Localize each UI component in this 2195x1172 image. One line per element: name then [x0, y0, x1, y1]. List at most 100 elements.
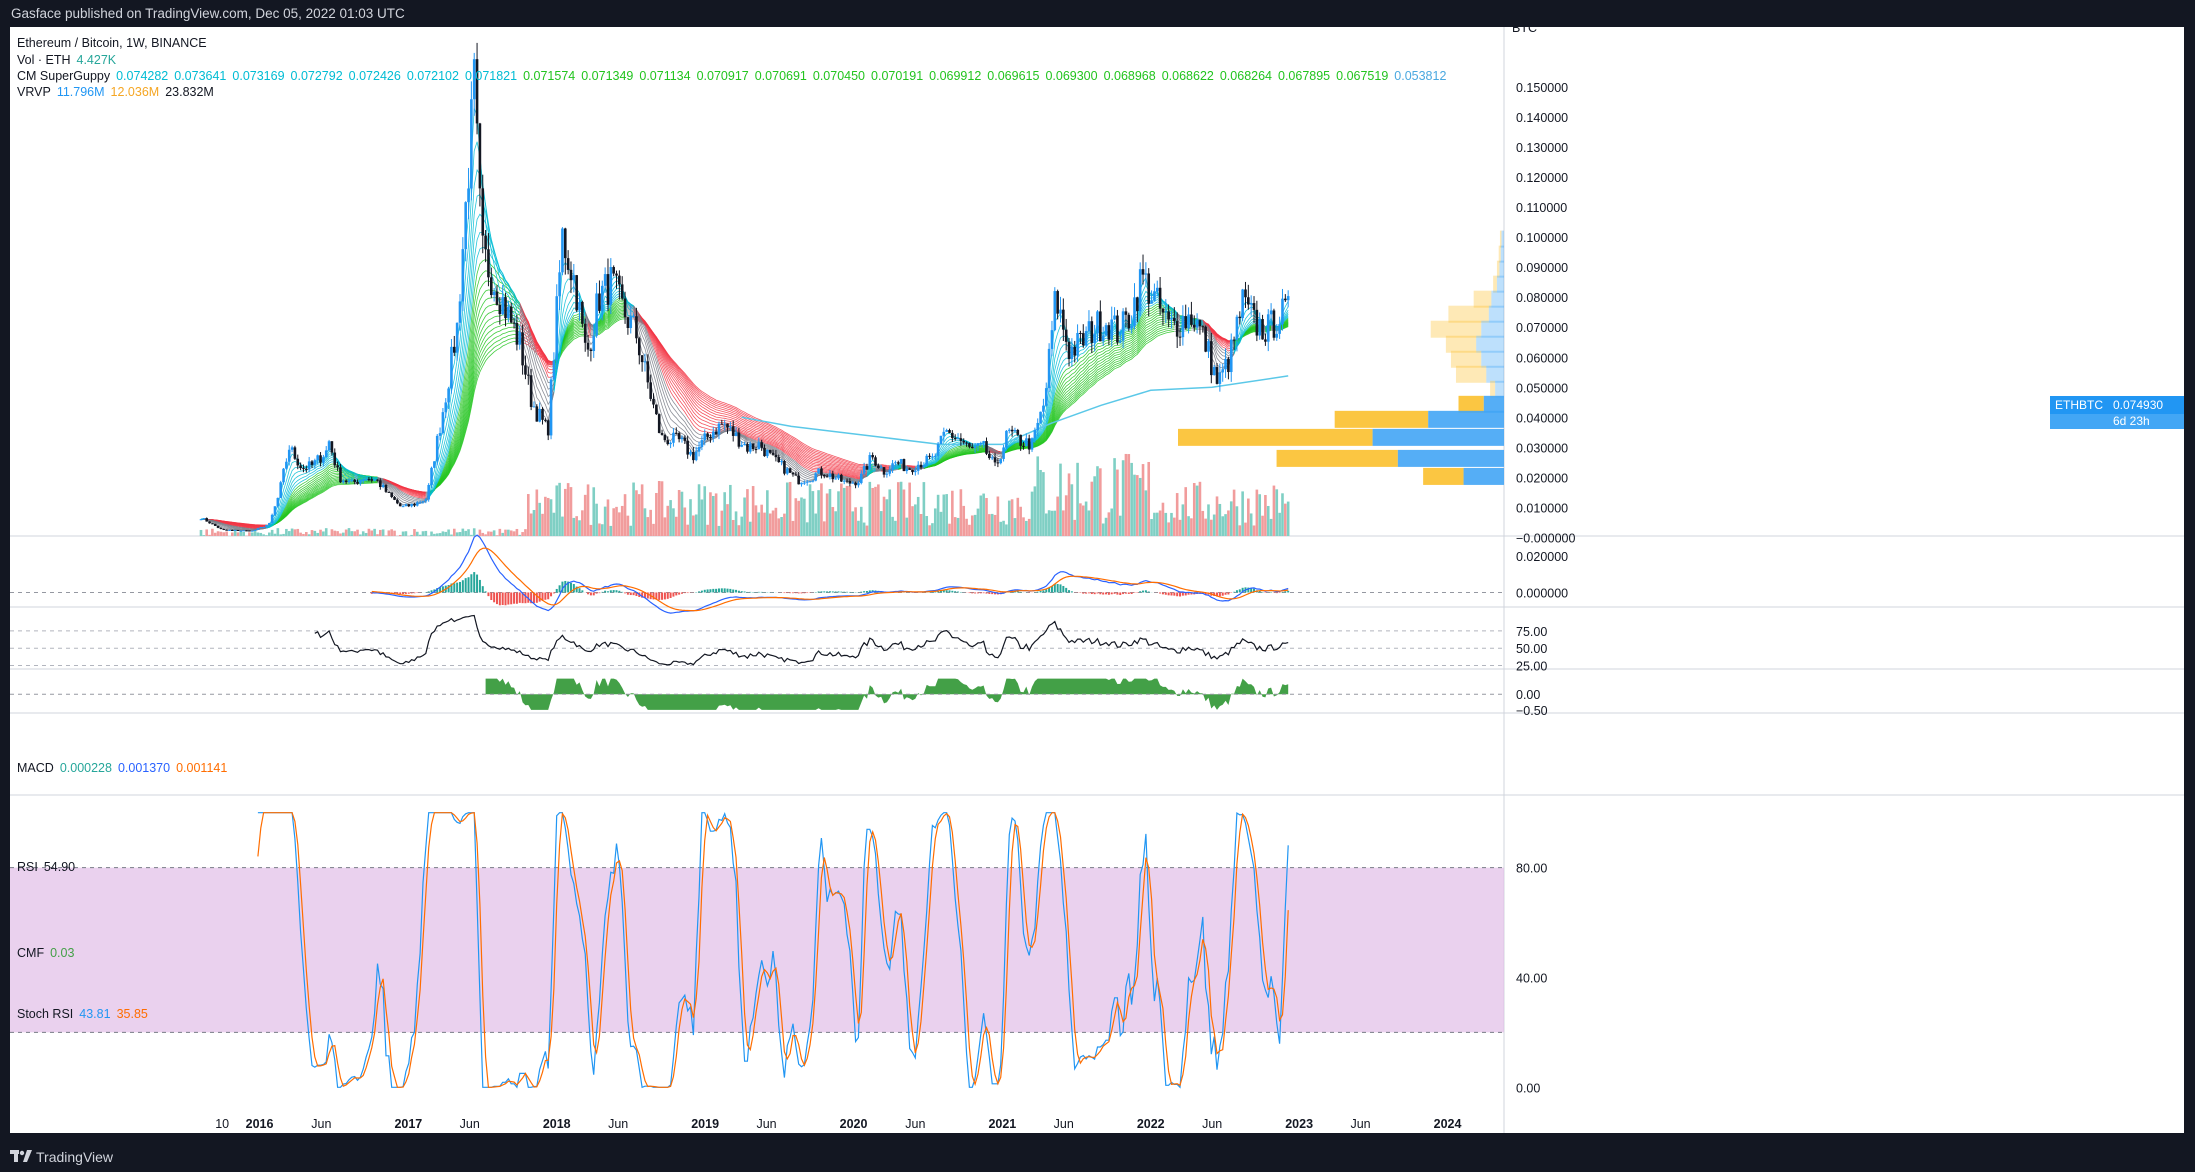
macd-histogram-bar	[783, 592, 786, 594]
candle-up	[467, 188, 470, 203]
tradingview-logo-icon[interactable]	[10, 1148, 32, 1164]
volume-bar	[1007, 500, 1011, 536]
pane-separators	[10, 27, 2184, 1133]
candle-up	[1144, 273, 1148, 275]
macd-histogram-bar	[402, 592, 405, 595]
volume-bar	[803, 498, 806, 536]
legend-volume[interactable]: Vol · ETH 4.427K	[17, 53, 122, 67]
candle-down	[452, 346, 456, 353]
guppy-ema-line	[892, 463, 902, 469]
candle-up	[492, 291, 496, 296]
legend-rsi[interactable]: RSI 54.90	[17, 860, 81, 874]
legend-vrvp[interactable]: VRVP 11.796M 12.036M 23.832M	[17, 85, 220, 99]
price-tick-label: 0.100000	[1516, 231, 1568, 245]
guppy-ema-line	[866, 468, 876, 477]
volume-bar	[418, 534, 422, 536]
candle-up	[555, 296, 559, 361]
guppy-ema-line	[428, 280, 521, 496]
legend-cmf[interactable]: CMF 0.03	[17, 946, 80, 960]
tradingview-brand[interactable]: TradingView	[36, 1149, 114, 1165]
candle-down	[1107, 325, 1111, 340]
volume-bar	[842, 487, 846, 536]
price-tag[interactable]: ETHBTC 0.074930 6d 23h	[2050, 396, 2184, 429]
candle-down	[495, 291, 499, 305]
time-tick-label: Jun	[460, 1117, 480, 1131]
candle-up	[857, 483, 860, 486]
candle-down	[1090, 321, 1094, 343]
candle-up	[1030, 438, 1034, 450]
macd-histogram-bar	[817, 591, 820, 593]
candle-down	[376, 479, 379, 481]
legend-symbol[interactable]: Ethereum / Bitcoin, 1W, BINANCE	[17, 36, 207, 50]
macd-histogram-bar	[846, 591, 849, 593]
legend-guppy[interactable]: CM SuperGuppy 0.074282 0.073641 0.073169 0.0…	[17, 69, 1458, 83]
candle-up	[441, 412, 445, 434]
legend-macd[interactable]: MACD 0.000228 0.001370 0.001141	[17, 761, 233, 775]
time-tick-label: Jun	[756, 1117, 776, 1131]
volume-bar	[398, 534, 402, 536]
candle-down	[706, 433, 709, 437]
candle-down	[219, 527, 223, 529]
guppy-ema-line	[892, 461, 902, 468]
volume-bar	[541, 513, 544, 536]
macd-histogram-bar	[518, 592, 521, 603]
guppy-ema-line	[593, 311, 626, 332]
axes: BTC 0.150000 0.140000 0.130000 0.120000 0.110…	[215, 21, 1575, 1131]
volume-bar	[726, 504, 729, 536]
volume-bar	[1062, 510, 1065, 536]
volume-profile-up-bar	[1463, 467, 1504, 485]
volume-bar	[387, 530, 391, 536]
candle-down	[822, 474, 826, 477]
macd-histogram-bar	[370, 592, 373, 594]
macd-histogram-bar	[487, 592, 490, 597]
candle-up	[780, 461, 783, 463]
macd-histogram-bar	[743, 591, 746, 593]
macd-histogram-bar	[635, 592, 638, 596]
candle-up	[1002, 447, 1005, 459]
volume-bar	[324, 528, 328, 536]
volume-bar	[225, 531, 228, 536]
candle-down	[623, 298, 627, 318]
candle-down	[962, 440, 966, 443]
chart-area[interactable]: BTC 0.150000 0.140000 0.130000 0.120000 0.110…	[10, 21, 2184, 1133]
macd-histogram-bar	[1187, 592, 1190, 595]
legend-rsi-value: 54.90	[43, 860, 76, 874]
candle-up	[879, 467, 883, 469]
macd-histogram-bar	[1173, 592, 1176, 596]
macd-histogram-bar	[510, 592, 513, 605]
volume-bar	[356, 529, 359, 536]
legend-guppy-value: 0.070917	[696, 69, 749, 83]
legend-stoch-rsi[interactable]: Stoch RSI 43.81 35.85	[17, 1007, 154, 1021]
volume-bar	[814, 513, 818, 536]
guppy-ema-line	[428, 168, 521, 498]
guppy-ema-line	[593, 301, 626, 327]
volume-bar	[939, 511, 943, 536]
candle-up	[438, 433, 442, 436]
volume-bar	[535, 489, 539, 536]
macd-histogram-bar	[1090, 592, 1093, 595]
time-tick-label: 2021	[988, 1117, 1016, 1131]
volume-bar	[285, 528, 288, 536]
candle-up	[939, 435, 943, 444]
legend-guppy-value: 0.068264	[1219, 69, 1272, 83]
macd-histogram-bar	[979, 592, 982, 594]
candle-down	[666, 440, 670, 445]
volume-bar	[859, 506, 863, 536]
candle-down	[635, 316, 638, 339]
macd-histogram-bar	[404, 592, 407, 594]
macd-histogram-bar	[1275, 592, 1278, 594]
candle-down	[951, 432, 954, 438]
chart-canvas[interactable]: BTC 0.150000 0.140000 0.130000 0.120000 0.110…	[10, 21, 2184, 1133]
guppy-ema-line	[1271, 330, 1280, 332]
guppy-ema-line	[881, 464, 890, 466]
volume-bar	[287, 531, 291, 536]
macd-histogram-bar	[1184, 592, 1187, 596]
macd-histogram-bar	[717, 588, 720, 593]
macd-histogram-bar	[828, 591, 831, 593]
volume-bar	[507, 529, 510, 536]
candle-down	[993, 457, 997, 463]
macd-histogram-bar	[495, 592, 498, 605]
candle-down	[1175, 321, 1179, 337]
volume-profile-down-bar	[1430, 320, 1482, 338]
volume-profile-down-bar	[1455, 365, 1487, 383]
